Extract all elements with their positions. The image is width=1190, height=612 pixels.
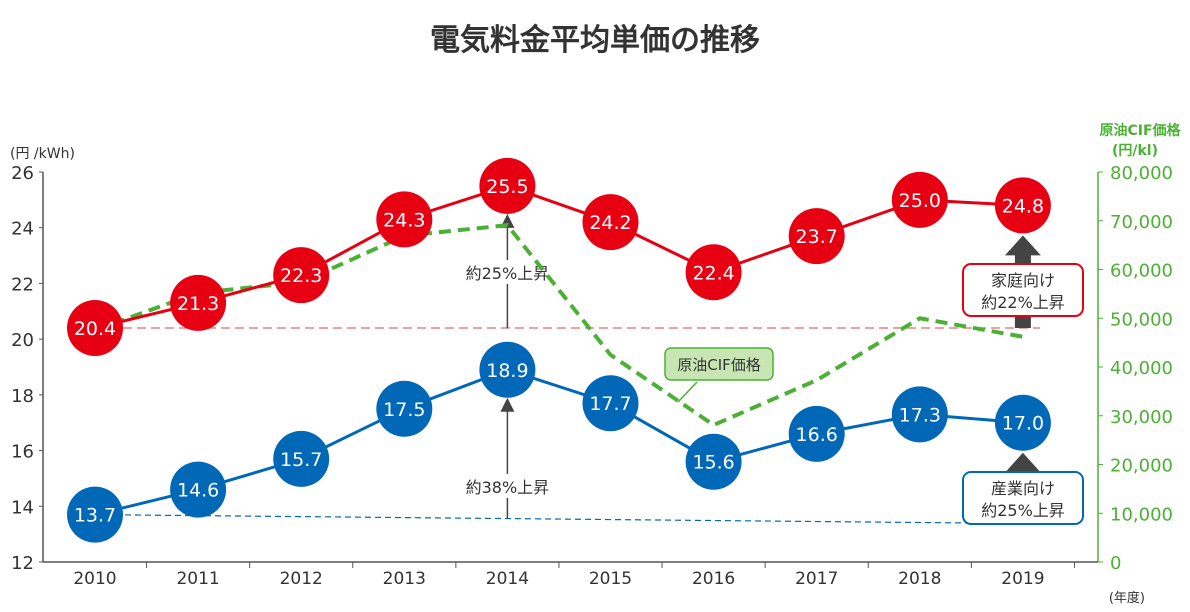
y-tick-label: 22 bbox=[11, 274, 34, 295]
x-tick-label: 2017 bbox=[795, 569, 838, 589]
y-axis-label: (円 /kWh) bbox=[10, 146, 75, 162]
y2-tick-label: 60,000 bbox=[1110, 261, 1173, 282]
home-data-point bbox=[685, 244, 742, 301]
industry-data-point bbox=[582, 375, 639, 432]
oil-price-line bbox=[94, 223, 1024, 428]
y2-tick-label: 50,000 bbox=[1110, 309, 1173, 330]
x-tick-label: 2015 bbox=[589, 569, 632, 589]
industry-rise-box bbox=[962, 471, 1084, 525]
x-tick-label: 2010 bbox=[73, 569, 116, 589]
x-tick-label: 2014 bbox=[486, 569, 529, 589]
industry-price-line bbox=[94, 368, 1024, 517]
industry-baseline bbox=[94, 514, 1041, 525]
y-tick-label: 20 bbox=[11, 330, 34, 351]
industry-rise-box-line2: 約25%上昇 bbox=[981, 501, 1065, 520]
y2-tick-label: 10,000 bbox=[1110, 504, 1173, 525]
home-data-label: 23.7 bbox=[796, 226, 838, 248]
home-data-point bbox=[376, 191, 433, 248]
home-data-point bbox=[994, 177, 1051, 234]
home-data-point bbox=[67, 300, 123, 356]
home-rise-box-line1: 家庭向け bbox=[991, 271, 1055, 290]
industry-data-point bbox=[376, 380, 433, 437]
home-rise-box bbox=[962, 263, 1084, 317]
home-data-label: 24.8 bbox=[1002, 195, 1044, 217]
home-data-label: 22.3 bbox=[280, 265, 322, 287]
industry-data-label: 16.6 bbox=[796, 424, 838, 446]
x-tick-label: 2013 bbox=[383, 569, 426, 589]
y-tick-label: 26 bbox=[11, 163, 34, 184]
industry-data-point bbox=[685, 433, 742, 490]
industry-data-label: 14.6 bbox=[177, 480, 219, 502]
home-data-point bbox=[891, 171, 948, 228]
industry-data-label: 13.7 bbox=[74, 505, 116, 527]
home-data-label: 21.3 bbox=[177, 293, 219, 315]
y-tick-label: 24 bbox=[11, 219, 34, 240]
home-price-line bbox=[94, 184, 1023, 330]
x-tick-label: 2016 bbox=[692, 569, 735, 589]
industry-data-point bbox=[273, 430, 330, 487]
home-data-point bbox=[582, 194, 639, 251]
industry-data-point bbox=[479, 341, 536, 398]
y2-tick-label: 40,000 bbox=[1110, 358, 1173, 379]
industry-data-point bbox=[170, 461, 227, 518]
oil-legend-leader bbox=[677, 381, 698, 403]
y2-tick-label: 0 bbox=[1110, 553, 1121, 574]
home-data-point bbox=[788, 208, 845, 265]
home-data-label: 24.3 bbox=[383, 209, 425, 231]
industry-rise-arrow-head bbox=[500, 397, 515, 412]
home-data-label: 24.2 bbox=[589, 212, 631, 234]
y2-tick-label: 80,000 bbox=[1110, 163, 1173, 184]
industry-data-point bbox=[67, 486, 123, 543]
industry-thick-arrow-head bbox=[1004, 452, 1041, 473]
x-tick-label: 2019 bbox=[1001, 569, 1044, 589]
home-rise-label: 約25%上昇 bbox=[466, 264, 550, 283]
industry-data-point bbox=[788, 405, 845, 462]
y-tick-label: 14 bbox=[11, 497, 34, 518]
x-tick-label: 2011 bbox=[176, 569, 219, 589]
oil-legend-label: 原油CIF価格 bbox=[677, 356, 761, 374]
industry-data-point bbox=[891, 386, 948, 443]
home-data-point bbox=[479, 157, 536, 214]
home-data-label: 20.4 bbox=[74, 318, 116, 340]
industry-data-label: 15.7 bbox=[280, 449, 322, 471]
home-rise-box-line2: 約22%上昇 bbox=[981, 293, 1065, 312]
home-data-point bbox=[273, 247, 330, 304]
y-tick-label: 12 bbox=[11, 553, 34, 574]
y-tick-label: 16 bbox=[11, 442, 34, 463]
y-tick-label: 18 bbox=[11, 386, 34, 407]
industry-data-label: 18.9 bbox=[486, 360, 528, 382]
chart-title: 電気料金平均単価の推移 bbox=[430, 23, 760, 58]
industry-rise-box-line1: 産業向け bbox=[991, 479, 1055, 498]
y2-axis-label-line2: (円/kl) bbox=[1112, 143, 1158, 159]
y2-axis-label-line1: 原油CIF価格 bbox=[1099, 122, 1181, 139]
industry-data-label: 17.7 bbox=[589, 393, 631, 415]
home-thick-arrow-head bbox=[1004, 235, 1041, 256]
industry-rise-label: 約38%上昇 bbox=[466, 478, 550, 497]
y2-tick-label: 30,000 bbox=[1110, 407, 1173, 428]
industry-data-point bbox=[994, 394, 1051, 451]
x-tick-label: 2012 bbox=[280, 569, 323, 589]
y2-tick-label: 70,000 bbox=[1110, 212, 1173, 233]
y2-tick-label: 20,000 bbox=[1110, 456, 1173, 477]
x-tick-label: 2018 bbox=[898, 569, 941, 589]
industry-data-label: 15.6 bbox=[692, 452, 734, 474]
oil-legend-box bbox=[664, 347, 774, 381]
home-data-label: 22.4 bbox=[692, 262, 734, 284]
industry-data-label: 17.0 bbox=[1002, 413, 1044, 435]
industry-rise-label-bg bbox=[457, 474, 558, 498]
industry-data-label: 17.5 bbox=[383, 399, 425, 421]
home-data-label: 25.5 bbox=[486, 176, 528, 198]
x-axis-label: (年度) bbox=[1109, 590, 1145, 606]
home-data-label: 25.0 bbox=[899, 190, 941, 212]
industry-data-label: 17.3 bbox=[899, 404, 941, 426]
home-data-point bbox=[170, 274, 227, 331]
